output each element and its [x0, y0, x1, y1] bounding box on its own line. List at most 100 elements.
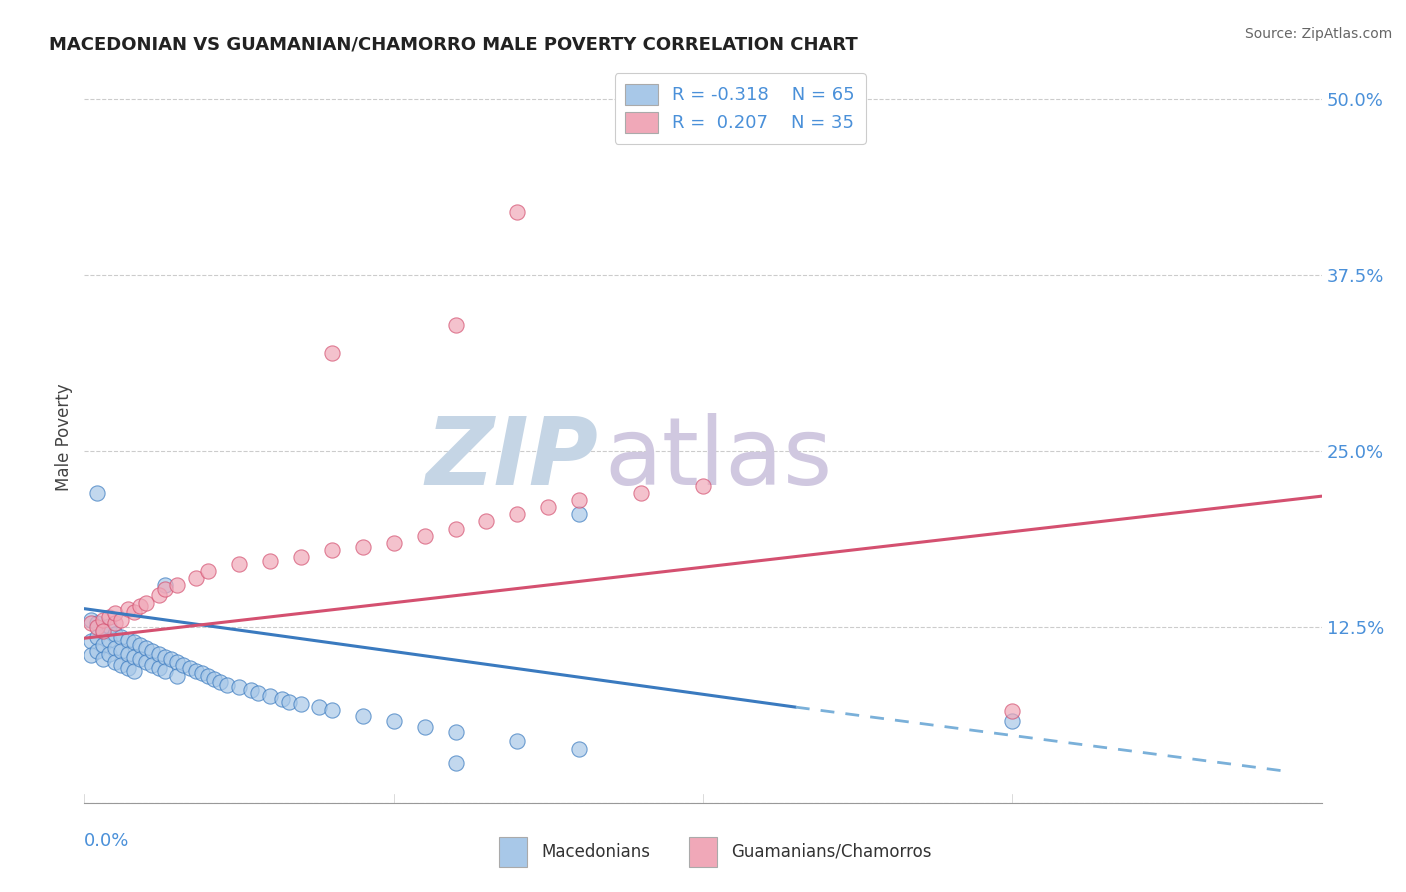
Point	[117, 661, 139, 675]
Point	[86, 644, 108, 658]
Point	[277, 694, 299, 708]
Point	[413, 720, 436, 734]
Point	[122, 635, 145, 649]
Point	[191, 666, 214, 681]
Point	[110, 613, 132, 627]
Legend: R = -0.318    N = 65, R =  0.207    N = 35: R = -0.318 N = 65, R = 0.207 N = 35	[614, 73, 866, 144]
Point	[117, 601, 139, 615]
Point	[141, 644, 163, 658]
Point	[444, 725, 467, 739]
Point	[202, 672, 225, 686]
Point	[153, 578, 176, 592]
Point	[271, 691, 294, 706]
Point	[110, 657, 132, 672]
Point	[240, 683, 263, 698]
Point	[122, 649, 145, 664]
Point	[104, 627, 127, 641]
Point	[184, 664, 207, 678]
Point	[91, 652, 114, 666]
Point	[197, 564, 219, 578]
Point	[444, 318, 467, 332]
Point	[104, 655, 127, 669]
Point	[122, 664, 145, 678]
Point	[148, 647, 170, 661]
Point	[506, 508, 529, 522]
Point	[91, 613, 114, 627]
Point	[352, 708, 374, 723]
Point	[79, 648, 101, 662]
Point	[568, 742, 591, 756]
Point	[568, 508, 591, 522]
Point	[475, 515, 498, 529]
Point	[148, 588, 170, 602]
Point	[153, 664, 176, 678]
Point	[135, 641, 157, 656]
Point	[630, 486, 652, 500]
Point	[141, 657, 163, 672]
Point	[135, 596, 157, 610]
Text: 0.0%: 0.0%	[84, 832, 129, 850]
Point	[382, 714, 405, 729]
Point	[290, 698, 312, 712]
Point	[117, 632, 139, 647]
Point	[166, 655, 188, 669]
Point	[91, 624, 114, 639]
Point	[135, 655, 157, 669]
Point	[197, 669, 219, 683]
Text: atlas: atlas	[605, 413, 832, 505]
Point	[91, 624, 114, 639]
Point	[321, 345, 343, 359]
Point	[129, 638, 152, 652]
Point	[110, 630, 132, 644]
Point	[98, 610, 121, 624]
Text: Source: ZipAtlas.com: Source: ZipAtlas.com	[1244, 27, 1392, 41]
Point	[79, 634, 101, 648]
Point	[537, 500, 560, 515]
Point	[308, 700, 330, 714]
Point	[86, 630, 108, 644]
Point	[228, 681, 250, 695]
Point	[692, 479, 714, 493]
Point	[148, 661, 170, 675]
Point	[382, 535, 405, 549]
Point	[153, 649, 176, 664]
Point	[104, 615, 127, 630]
Point	[79, 613, 101, 627]
Point	[209, 674, 232, 689]
Point	[98, 618, 121, 632]
Point	[321, 542, 343, 557]
Point	[506, 734, 529, 748]
Point	[215, 678, 238, 692]
Point	[86, 615, 108, 630]
Text: MACEDONIAN VS GUAMANIAN/CHAMORRO MALE POVERTY CORRELATION CHART: MACEDONIAN VS GUAMANIAN/CHAMORRO MALE PO…	[49, 36, 858, 54]
Point	[179, 661, 201, 675]
Point	[98, 632, 121, 647]
Point	[1001, 714, 1024, 729]
Point	[259, 554, 281, 568]
Point	[444, 756, 467, 771]
Point	[91, 638, 114, 652]
Point	[117, 647, 139, 661]
Point	[172, 657, 194, 672]
Point	[166, 669, 188, 683]
Point	[160, 652, 183, 666]
Point	[122, 605, 145, 619]
Point	[290, 549, 312, 564]
Point	[184, 571, 207, 585]
Point	[506, 205, 529, 219]
Point	[246, 686, 269, 700]
Point	[413, 528, 436, 542]
Point	[228, 557, 250, 571]
Point	[104, 606, 127, 620]
Point	[98, 647, 121, 661]
Point	[444, 521, 467, 535]
Point	[166, 578, 188, 592]
Point	[1001, 705, 1024, 719]
Point	[79, 615, 101, 630]
Point	[321, 703, 343, 717]
Point	[86, 486, 108, 500]
Point	[129, 599, 152, 613]
Point	[352, 540, 374, 554]
Point	[110, 644, 132, 658]
Point	[104, 641, 127, 656]
